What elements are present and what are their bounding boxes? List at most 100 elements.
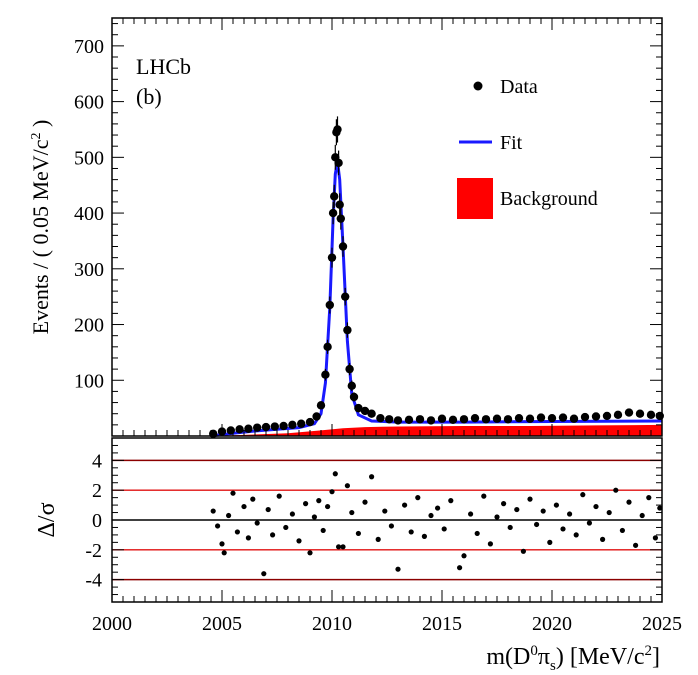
xlabel-sup: 0 [530,643,538,659]
data-point [323,342,332,352]
data-point [536,413,546,422]
data-point [635,409,645,418]
pull-point [296,538,302,544]
pull-point [639,512,645,519]
data-point [270,422,279,431]
xtick-label: 2015 [422,613,462,635]
pull-point [289,511,295,517]
pull-point [254,520,260,526]
pull-point [219,541,225,547]
xlabel: m(D0πs) [MeV/c2] [486,643,660,674]
pull-point [270,532,276,538]
top-ytick-label: 400 [74,203,104,225]
pull-point [507,524,513,531]
pull-point [580,492,586,498]
xtick-label: 2005 [202,613,242,635]
data-point [602,411,612,421]
xtick-labels: 2000 2005 2010 2015 2020 2025 [92,613,682,635]
bottom-ytick-label: 4 [92,450,102,472]
bottom-ytick-label: 2 [92,480,102,502]
pull-point [316,498,322,504]
bottom-panel: -4 -2 0 2 4 2000 2005 2010 2015 2020 2025 Δ/σ m(D… [34,437,682,674]
pull-point [593,503,599,510]
data-point [345,364,354,374]
data-point [244,424,253,433]
pull-point [435,505,441,511]
legend-background-swatch [457,178,493,219]
pull-point [567,511,573,517]
xtick-label: 2000 [92,613,132,635]
pull-point [221,550,227,556]
pull-point [362,499,368,505]
data-point [335,200,344,209]
pull-point [320,527,326,534]
pull-point [375,536,381,542]
data-point [360,406,370,416]
pull-point [606,509,612,516]
fit-curve [210,161,663,438]
xlabel-unit-sup: 2 [645,643,653,659]
data-point [525,414,535,423]
pull-point [344,483,350,489]
top-axis-ticks [111,18,663,437]
xtick-label: 2025 [642,613,682,635]
legend-data-label: Data [500,76,538,98]
bottom-ytick-label: -2 [85,540,102,562]
pull-point [520,548,527,554]
pull-point [540,508,546,514]
fit-layer [210,161,663,438]
pull-point [395,566,401,572]
data-point [279,421,288,431]
pull-point [415,495,421,501]
data-point [558,413,568,422]
data-point [415,415,425,424]
pull-point [336,544,342,550]
data-point [547,413,557,423]
pull-point [265,506,271,513]
data-point [481,415,491,424]
top-ylabel: Events / ( 0.05 MeV/c2 ) [28,120,53,335]
top-frame [111,17,663,437]
xlabel-close: ] [652,644,660,670]
pull-point [547,539,553,545]
xlabel-suffix: ) [MeV/c [556,644,645,670]
data-point [226,426,235,435]
pull-point [501,501,507,507]
data-point [514,413,524,423]
data-point [503,415,513,424]
pull-point [553,502,560,508]
top-ytick-labels: 100 200 300 400 500 600 700 [74,36,104,392]
pull-point [332,471,338,477]
data-point [333,125,342,134]
data-point [624,408,634,417]
pull-point [461,553,467,559]
pull-point [349,509,355,516]
top-ylabel-close: ) [28,120,53,133]
pull-point [245,535,251,541]
pull-point [283,524,289,531]
pull-point [402,502,408,508]
background-layer [211,424,662,436]
pull-point [514,506,520,513]
pull-point [468,511,474,517]
pull-point [457,565,463,571]
pull-point [226,512,232,519]
data-point [437,414,447,423]
data-point [336,214,345,223]
data-point [569,414,579,423]
bottom-ytick-label: -4 [85,570,102,592]
data-point [393,416,403,425]
data-point [349,392,359,402]
bottom-axis-ticks [111,444,663,602]
top-ytick-label: 600 [74,92,104,114]
pull-point [481,493,487,499]
data-point [338,242,348,251]
data-point [385,415,394,424]
top-ytick-label: 100 [74,370,104,392]
legend: Data Fit Background [457,76,598,219]
data-point [288,420,297,430]
pull-point [408,529,414,535]
top-ytick-label: 200 [74,315,104,337]
bottom-ytick-labels: -4 -2 0 2 4 [85,450,102,591]
